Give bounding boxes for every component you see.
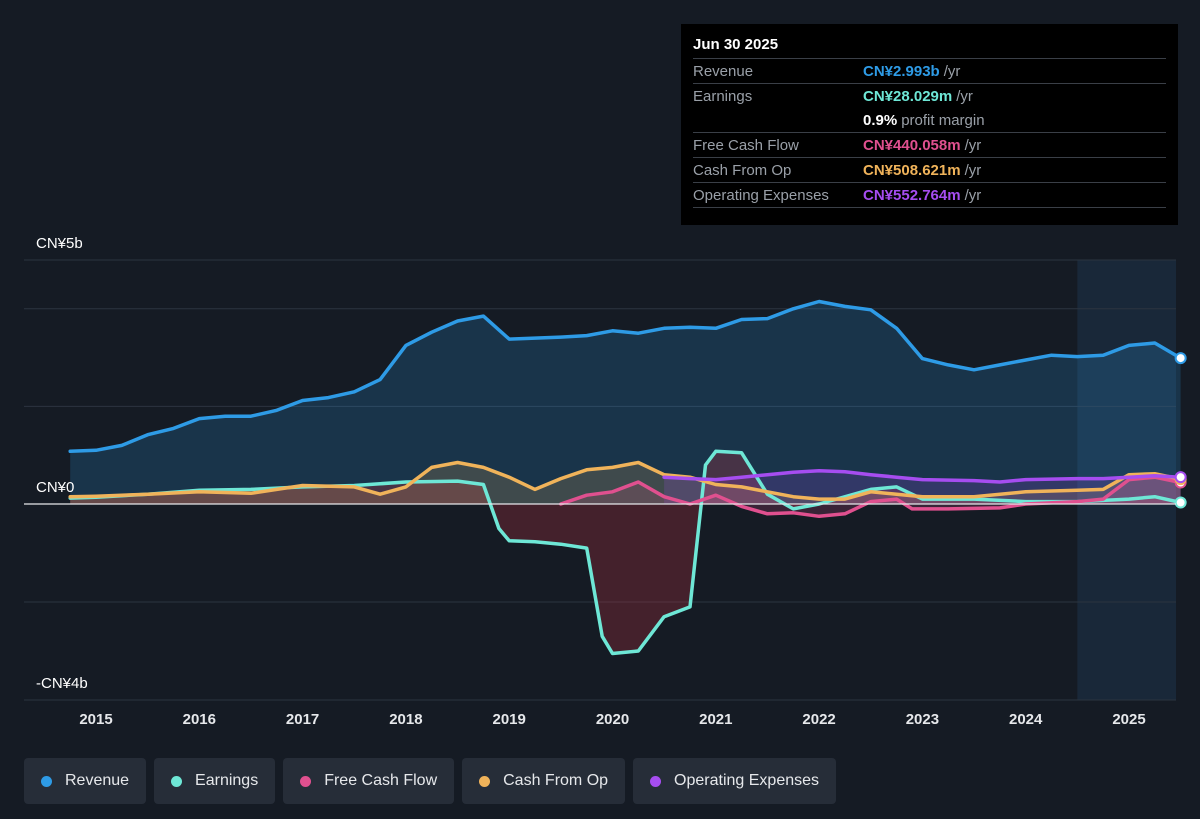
area-layer bbox=[70, 301, 1181, 654]
x-tick-label: 2023 bbox=[906, 711, 939, 728]
tooltip-unit: /yr bbox=[964, 186, 982, 204]
legend-label: Earnings bbox=[195, 772, 259, 789]
legend-cash-from-op-button[interactable]: Cash From Op bbox=[462, 758, 626, 804]
revenue-dot-icon bbox=[41, 775, 52, 787]
legend-operating-expenses-button[interactable]: Operating Expenses bbox=[633, 758, 837, 804]
tooltip-label: Free Cash Flow bbox=[693, 136, 799, 154]
data-tooltip: Jun 30 2025 Revenue CN¥2.993b /yr Earnin… bbox=[681, 24, 1178, 225]
cash-from-op-dot-icon bbox=[479, 775, 491, 787]
x-tick-label: 2025 bbox=[1112, 711, 1145, 728]
legend-label: Revenue bbox=[65, 772, 130, 789]
x-tick-label: 2016 bbox=[183, 711, 216, 728]
x-tick-labels: 2015 2016 2017 2018 2019 2020 2021 2022 2023 2024… bbox=[79, 711, 1145, 728]
revenue-endpoint bbox=[1174, 352, 1187, 365]
tooltip-row-earnings: Earnings CN¥28.029m /yr bbox=[693, 83, 1166, 108]
tooltip-row-revenue: Revenue CN¥2.993b /yr bbox=[693, 58, 1166, 83]
revenue-line bbox=[68, 299, 1183, 454]
grid-layer bbox=[24, 259, 1176, 701]
chart-legend: Revenue Earnings Free Cash Flow Cash Fro… bbox=[24, 758, 837, 804]
tooltip-value: CN¥552.764m bbox=[863, 186, 961, 204]
operating-expenses-line bbox=[662, 469, 1183, 484]
tooltip-label: Operating Expenses bbox=[693, 186, 829, 204]
tooltip-label: Cash From Op bbox=[693, 161, 792, 179]
legend-revenue-button[interactable]: Revenue bbox=[24, 758, 147, 804]
legend-earnings-button[interactable]: Earnings bbox=[154, 758, 276, 804]
cash-from-op-area bbox=[70, 462, 1181, 504]
y-axis-bottom-label: -CN¥4b bbox=[36, 675, 88, 692]
tooltip-unit: /yr bbox=[956, 87, 973, 105]
tooltip-label: Earnings bbox=[693, 87, 753, 105]
tooltip-row-cash-from-op: Cash From Op CN¥508.621m /yr bbox=[693, 157, 1166, 182]
x-tick-label: 2019 bbox=[493, 711, 526, 728]
x-tick-label: 2022 bbox=[802, 711, 835, 728]
earnings-dot-icon bbox=[171, 775, 183, 787]
tooltip-unit: /yr bbox=[964, 161, 982, 179]
tooltip-value: CN¥2.993b bbox=[863, 62, 940, 80]
tooltip-row-free-cash-flow: Free Cash Flow CN¥440.058m /yr bbox=[693, 132, 1166, 157]
tooltip-row-operating-expenses: Operating Expenses CN¥552.764m /yr bbox=[693, 182, 1166, 208]
legend-label: Operating Expenses bbox=[674, 772, 820, 789]
x-tick-label: 2015 bbox=[79, 711, 112, 728]
x-tick-label: 2020 bbox=[596, 711, 629, 728]
legend-label: Cash From Op bbox=[503, 772, 609, 789]
tooltip-value: CN¥28.029m bbox=[863, 87, 953, 105]
operating-expenses-endpoint bbox=[1174, 471, 1187, 484]
tooltip-date: Jun 30 2025 bbox=[693, 36, 779, 53]
revenue-area bbox=[70, 301, 1181, 504]
tooltip-unit: /yr bbox=[943, 62, 961, 80]
tooltip-unit: profit margin bbox=[901, 111, 985, 129]
x-tick-label: 2024 bbox=[1009, 711, 1043, 728]
tooltip-row-profit-margin: 0.9% profit margin bbox=[693, 108, 1166, 132]
x-tick-label: 2018 bbox=[389, 711, 422, 728]
y-axis-zero-label: CN¥0 bbox=[36, 479, 75, 496]
tooltip-value: CN¥440.058m bbox=[863, 136, 961, 154]
earnings-endpoint bbox=[1174, 496, 1187, 509]
tooltip-label: Revenue bbox=[693, 62, 754, 80]
tooltip-value: 0.9% bbox=[863, 111, 898, 129]
x-tick-label: 2021 bbox=[699, 711, 732, 728]
line-layer bbox=[24, 299, 1187, 656]
tooltip-unit: /yr bbox=[964, 136, 982, 154]
free-cash-flow-line bbox=[559, 475, 1183, 519]
free-cash-flow-dot-icon bbox=[300, 775, 312, 787]
cash-from-op-line bbox=[68, 460, 1183, 501]
legend-label: Free Cash Flow bbox=[324, 772, 438, 789]
tooltip-value: CN¥508.621m bbox=[863, 161, 961, 179]
y-axis-top-label: CN¥5b bbox=[36, 235, 83, 252]
x-tick-label: 2017 bbox=[286, 711, 319, 728]
legend-free-cash-flow-button[interactable]: Free Cash Flow bbox=[283, 758, 455, 804]
operating-expenses-dot-icon bbox=[650, 775, 662, 787]
